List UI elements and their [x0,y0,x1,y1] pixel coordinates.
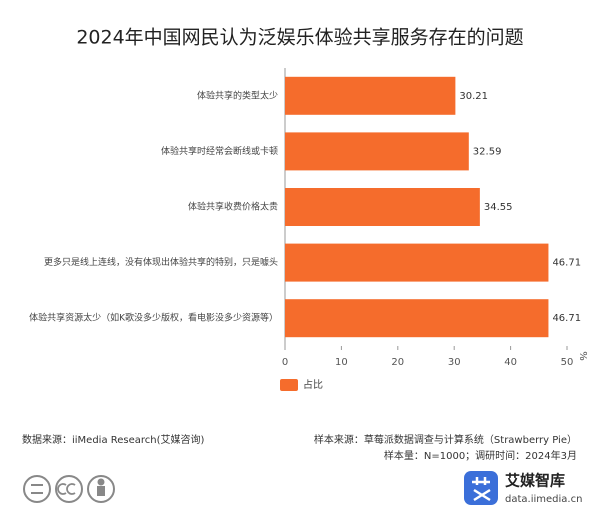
x-axis-label: % [577,351,588,361]
x-tick-label: 40 [504,357,517,368]
y-tick-label: 体验共享资源太少（如K歌没多少版权，看电影没多少资源等） [29,312,278,324]
value-label: 30.21 [459,91,488,102]
value-label: 46.71 [552,313,581,324]
brand-logo [464,471,498,505]
value-label: 32.59 [473,146,502,157]
brand-site: data.iimedia.cn [505,494,582,505]
y-tick-label: 体验共享时经常会断线或卡顿 [161,145,278,157]
bar [285,188,480,226]
bar [285,76,456,115]
bar [285,299,549,338]
bar [285,243,549,282]
legend-swatch [280,379,298,391]
y-tick-label: 更多只是线上连线，没有体现出体验共享的特别，只是噱头 [44,256,278,268]
x-tick-label: 0 [282,357,288,368]
chart-title: 2024年中国网民认为泛娱乐体验共享服务存在的问题 [76,27,523,49]
x-tick-label: 30 [448,357,461,368]
value-label: 34.55 [484,202,513,213]
x-tick-label: 20 [391,357,404,368]
license-icons [23,475,115,503]
brand-name: 艾媒智库 [505,472,565,490]
sample-size: 样本量：N=1000；调研时间：2024年3月 [384,449,577,462]
sample-source: 样本来源：草莓派数据调查与计算系统（Strawberry Pie） [314,433,577,446]
legend-label: 占比 [303,378,323,391]
y-tick-label: 体验共享的类型太少 [197,89,278,101]
data-source: 数据来源：iiMedia Research(艾媒咨询) [22,433,205,446]
x-tick-label: 10 [335,357,348,368]
bar [285,132,469,171]
y-tick-label: 体验共享收费价格太贵 [188,201,278,213]
value-label: 46.71 [552,258,581,269]
x-tick-label: 50 [561,357,574,368]
